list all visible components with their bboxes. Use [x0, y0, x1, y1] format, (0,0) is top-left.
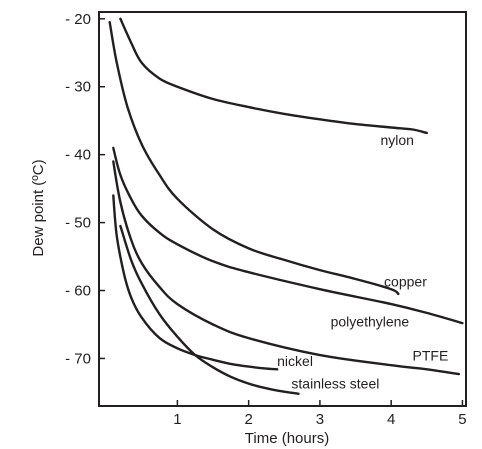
y-tick-label: - 20 [65, 11, 91, 28]
series-line-polyethylene [112, 146, 464, 325]
y-tick-label: - 30 [65, 79, 91, 96]
series-label-ptfe: PTFE [413, 347, 449, 363]
y-axis: - 20 - 30 - 40 - 50 - 60 - 70 [65, 11, 105, 367]
y-tick-label: - 70 [65, 350, 91, 367]
series-label-copper: copper [384, 273, 427, 289]
x-axis-title: Time (hours) [245, 430, 329, 447]
y-tick-label: - 60 [65, 283, 91, 300]
x-tick-label: 1 [173, 411, 181, 428]
series-line-nickel [112, 194, 279, 371]
y-tick-label: - 50 [65, 215, 91, 232]
x-tick-label: 4 [387, 411, 395, 428]
series-line-stainless-steel [119, 224, 300, 395]
series-line-ptfe [112, 160, 461, 376]
series-labels: nylon copper polyethylene PTFE nickel stainle… [277, 132, 448, 391]
series-label-polyethylene: polyethylene [331, 314, 410, 330]
y-tick-label: - 40 [65, 147, 91, 164]
x-tick-label: 3 [316, 411, 324, 428]
series-line-nylon [119, 17, 428, 135]
plot-frame [98, 11, 467, 407]
series-label-stainless-steel: stainless steel [291, 375, 379, 391]
series-label-nylon: nylon [380, 132, 413, 148]
series-curves [108, 17, 464, 395]
x-tick-label: 2 [244, 411, 252, 428]
x-tick-label: 5 [458, 411, 466, 428]
series-line-copper [108, 21, 400, 296]
series-label-nickel: nickel [277, 353, 313, 369]
x-axis: 1 2 3 4 5 [173, 400, 467, 428]
y-axis-title: Dew point (ºC) [30, 159, 47, 256]
